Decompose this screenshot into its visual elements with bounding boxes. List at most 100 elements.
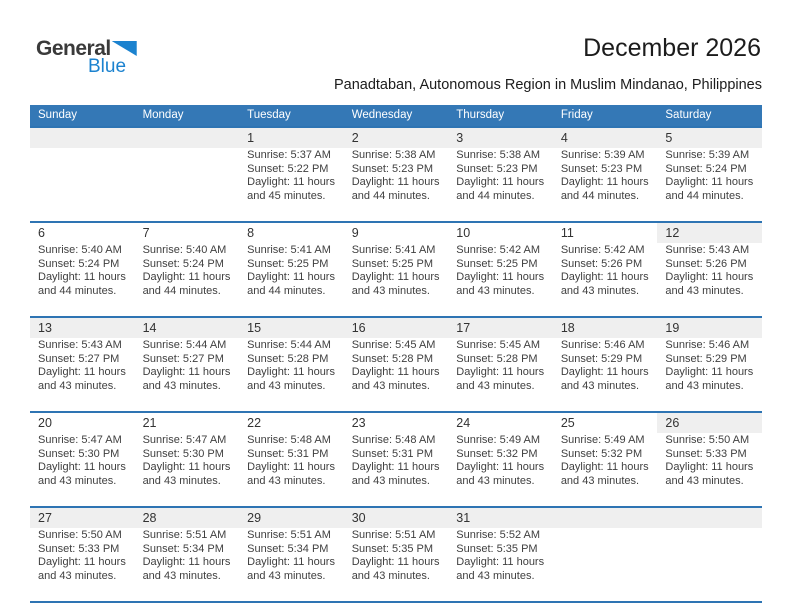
day-cell: 28 Sunrise: 5:51 AM Sunset: 5:34 PM Dayligh… — [135, 508, 240, 601]
day-cell: 21 Sunrise: 5:47 AM Sunset: 5:30 PM Dayligh… — [135, 413, 240, 506]
sunrise-text: Sunrise: 5:41 AM — [351, 244, 436, 256]
general-blue-logo: General Blue — [36, 38, 137, 76]
daylight-text-line2: and 43 minutes. — [351, 284, 430, 297]
daylight-text-line2: and 44 minutes. — [247, 284, 326, 297]
sunset-text: Sunset: 5:23 PM — [351, 162, 434, 175]
sunrise-text: Sunrise: 5:39 AM — [560, 149, 645, 161]
daylight-text-line1: Daylight: 11 hours — [247, 556, 335, 568]
daylight-text-line1: Daylight: 11 hours — [38, 366, 126, 378]
day-number: 9 — [351, 226, 359, 240]
sunset-text: Sunset: 5:26 PM — [560, 257, 643, 270]
empty-day-cell — [657, 508, 762, 601]
sunrise-text: Sunrise: 5:49 AM — [456, 434, 541, 446]
daylight-text-line1: Daylight: 11 hours — [560, 176, 649, 188]
day-cell: 30 Sunrise: 5:51 AM Sunset: 5:35 PM Dayligh… — [344, 508, 449, 601]
day-number: 10 — [456, 226, 471, 240]
calendar: Sunday Monday Tuesday Wednesday Thursday Frid… — [30, 105, 762, 603]
weekday-header: Sunday — [38, 109, 78, 121]
day-cell: 15 Sunrise: 5:44 AM Sunset: 5:28 PM Dayligh… — [239, 318, 344, 411]
daylight-text-line1: Daylight: 11 hours — [560, 461, 649, 473]
weekday-header: Friday — [560, 109, 593, 121]
week-row: 6 Sunrise: 5:40 AM Sunset: 5:24 PM Daylight… — [30, 221, 762, 316]
daylight-text-line2: and 43 minutes. — [351, 569, 430, 582]
daylight-text-line1: Daylight: 11 hours — [38, 461, 126, 473]
day-cell: 24 Sunrise: 5:49 AM Sunset: 5:32 PM Dayligh… — [448, 413, 553, 506]
sunrise-text: Sunrise: 5:38 AM — [351, 149, 436, 161]
sunset-text: Sunset: 5:32 PM — [456, 447, 538, 460]
sunset-text: Sunset: 5:35 PM — [456, 542, 538, 555]
daylight-text-line2: and 43 minutes. — [142, 474, 221, 487]
daylight-text-line1: Daylight: 11 hours — [665, 461, 754, 473]
sunset-text: Sunset: 5:27 PM — [142, 352, 224, 365]
daylight-text-line1: Daylight: 11 hours — [142, 271, 231, 283]
day-number: 28 — [142, 511, 157, 525]
empty-day-cell — [553, 508, 658, 601]
day-number: 12 — [665, 226, 680, 240]
weekday-header: Tuesday — [247, 109, 291, 121]
daylight-text-line1: Daylight: 11 hours — [665, 366, 754, 378]
day-cell: 23 Sunrise: 5:48 AM Sunset: 5:31 PM Dayligh… — [344, 413, 449, 506]
week-row: 13 Sunrise: 5:43 AM Sunset: 5:27 PM Dayligh… — [30, 316, 762, 411]
day-cell: 18 Sunrise: 5:46 AM Sunset: 5:29 PM Dayligh… — [553, 318, 658, 411]
day-number: 27 — [38, 511, 52, 525]
sunrise-text: Sunrise: 5:38 AM — [456, 149, 541, 161]
day-number: 6 — [38, 226, 45, 240]
weekday-header: Wednesday — [351, 109, 413, 121]
day-cell: 25 Sunrise: 5:49 AM Sunset: 5:32 PM Dayligh… — [553, 413, 658, 506]
weekday-header: Monday — [142, 109, 184, 121]
daylight-text-line1: Daylight: 11 hours — [456, 461, 545, 473]
day-cell: 27 Sunrise: 5:50 AM Sunset: 5:33 PM Dayligh… — [30, 508, 135, 601]
day-number: 22 — [247, 416, 262, 430]
day-number: 20 — [38, 416, 52, 430]
sunset-text: Sunset: 5:34 PM — [142, 542, 224, 555]
logo-triangle-icon — [111, 41, 137, 56]
sunrise-text: Sunrise: 5:47 AM — [142, 434, 227, 446]
daylight-text-line2: and 43 minutes. — [247, 474, 326, 487]
daylight-text-line2: and 43 minutes. — [456, 284, 535, 297]
daylight-text-line1: Daylight: 11 hours — [351, 176, 440, 188]
day-cell: 26 Sunrise: 5:50 AM Sunset: 5:33 PM Dayligh… — [657, 413, 762, 506]
daylight-text-line2: and 43 minutes. — [351, 379, 430, 392]
day-cell: 8 Sunrise: 5:41 AM Sunset: 5:25 PM Daylight… — [239, 223, 344, 316]
daylight-text-line1: Daylight: 11 hours — [38, 556, 126, 568]
daylight-text-line2: and 44 minutes. — [38, 284, 117, 297]
day-number: 1 — [247, 131, 255, 145]
daylight-text-line2: and 44 minutes. — [351, 189, 430, 202]
sunrise-text: Sunrise: 5:50 AM — [665, 434, 750, 446]
sunset-text: Sunset: 5:29 PM — [665, 352, 747, 365]
daylight-text-line1: Daylight: 11 hours — [560, 271, 649, 283]
sunset-text: Sunset: 5:25 PM — [456, 257, 538, 270]
daylight-text-line2: and 43 minutes. — [247, 569, 326, 582]
daylight-text-line2: and 43 minutes. — [665, 474, 744, 487]
sunset-text: Sunset: 5:27 PM — [38, 352, 120, 365]
empty-day-cell — [135, 128, 240, 221]
day-number: 23 — [351, 416, 366, 430]
week-row: 20 Sunrise: 5:47 AM Sunset: 5:30 PM Dayligh… — [30, 411, 762, 506]
daylight-text-line2: and 43 minutes. — [38, 569, 117, 582]
sunrise-text: Sunrise: 5:46 AM — [560, 339, 645, 351]
sunrise-text: Sunrise: 5:40 AM — [38, 244, 122, 256]
day-cell: 6 Sunrise: 5:40 AM Sunset: 5:24 PM Daylight… — [30, 223, 135, 316]
day-number: 15 — [247, 321, 262, 335]
day-cell: 1 Sunrise: 5:37 AM Sunset: 5:22 PM Daylight… — [239, 128, 344, 221]
day-number: 25 — [560, 416, 575, 430]
weekday-header: Saturday — [665, 109, 712, 121]
sunset-text: Sunset: 5:24 PM — [38, 257, 120, 270]
daylight-text-line1: Daylight: 11 hours — [560, 366, 649, 378]
sunrise-text: Sunrise: 5:44 AM — [247, 339, 331, 351]
sunrise-text: Sunrise: 5:51 AM — [247, 529, 331, 541]
sunrise-text: Sunrise: 5:47 AM — [38, 434, 122, 446]
daylight-text-line2: and 43 minutes. — [38, 379, 117, 392]
day-cell: 12 Sunrise: 5:43 AM Sunset: 5:26 PM Dayligh… — [657, 223, 762, 316]
day-cell: 2 Sunrise: 5:38 AM Sunset: 5:23 PM Daylight… — [344, 128, 449, 221]
sunrise-text: Sunrise: 5:42 AM — [560, 244, 645, 256]
daylight-text-line2: and 43 minutes. — [247, 379, 326, 392]
daylight-text-line2: and 43 minutes. — [560, 284, 640, 297]
daylight-text-line1: Daylight: 11 hours — [665, 271, 754, 283]
day-cell: 7 Sunrise: 5:40 AM Sunset: 5:24 PM Daylight… — [135, 223, 240, 316]
sunset-text: Sunset: 5:24 PM — [665, 162, 747, 175]
daylight-text-line2: and 44 minutes. — [142, 284, 221, 297]
daylight-text-line1: Daylight: 11 hours — [456, 271, 545, 283]
day-number: 21 — [142, 416, 157, 430]
sunrise-text: Sunrise: 5:49 AM — [560, 434, 645, 446]
